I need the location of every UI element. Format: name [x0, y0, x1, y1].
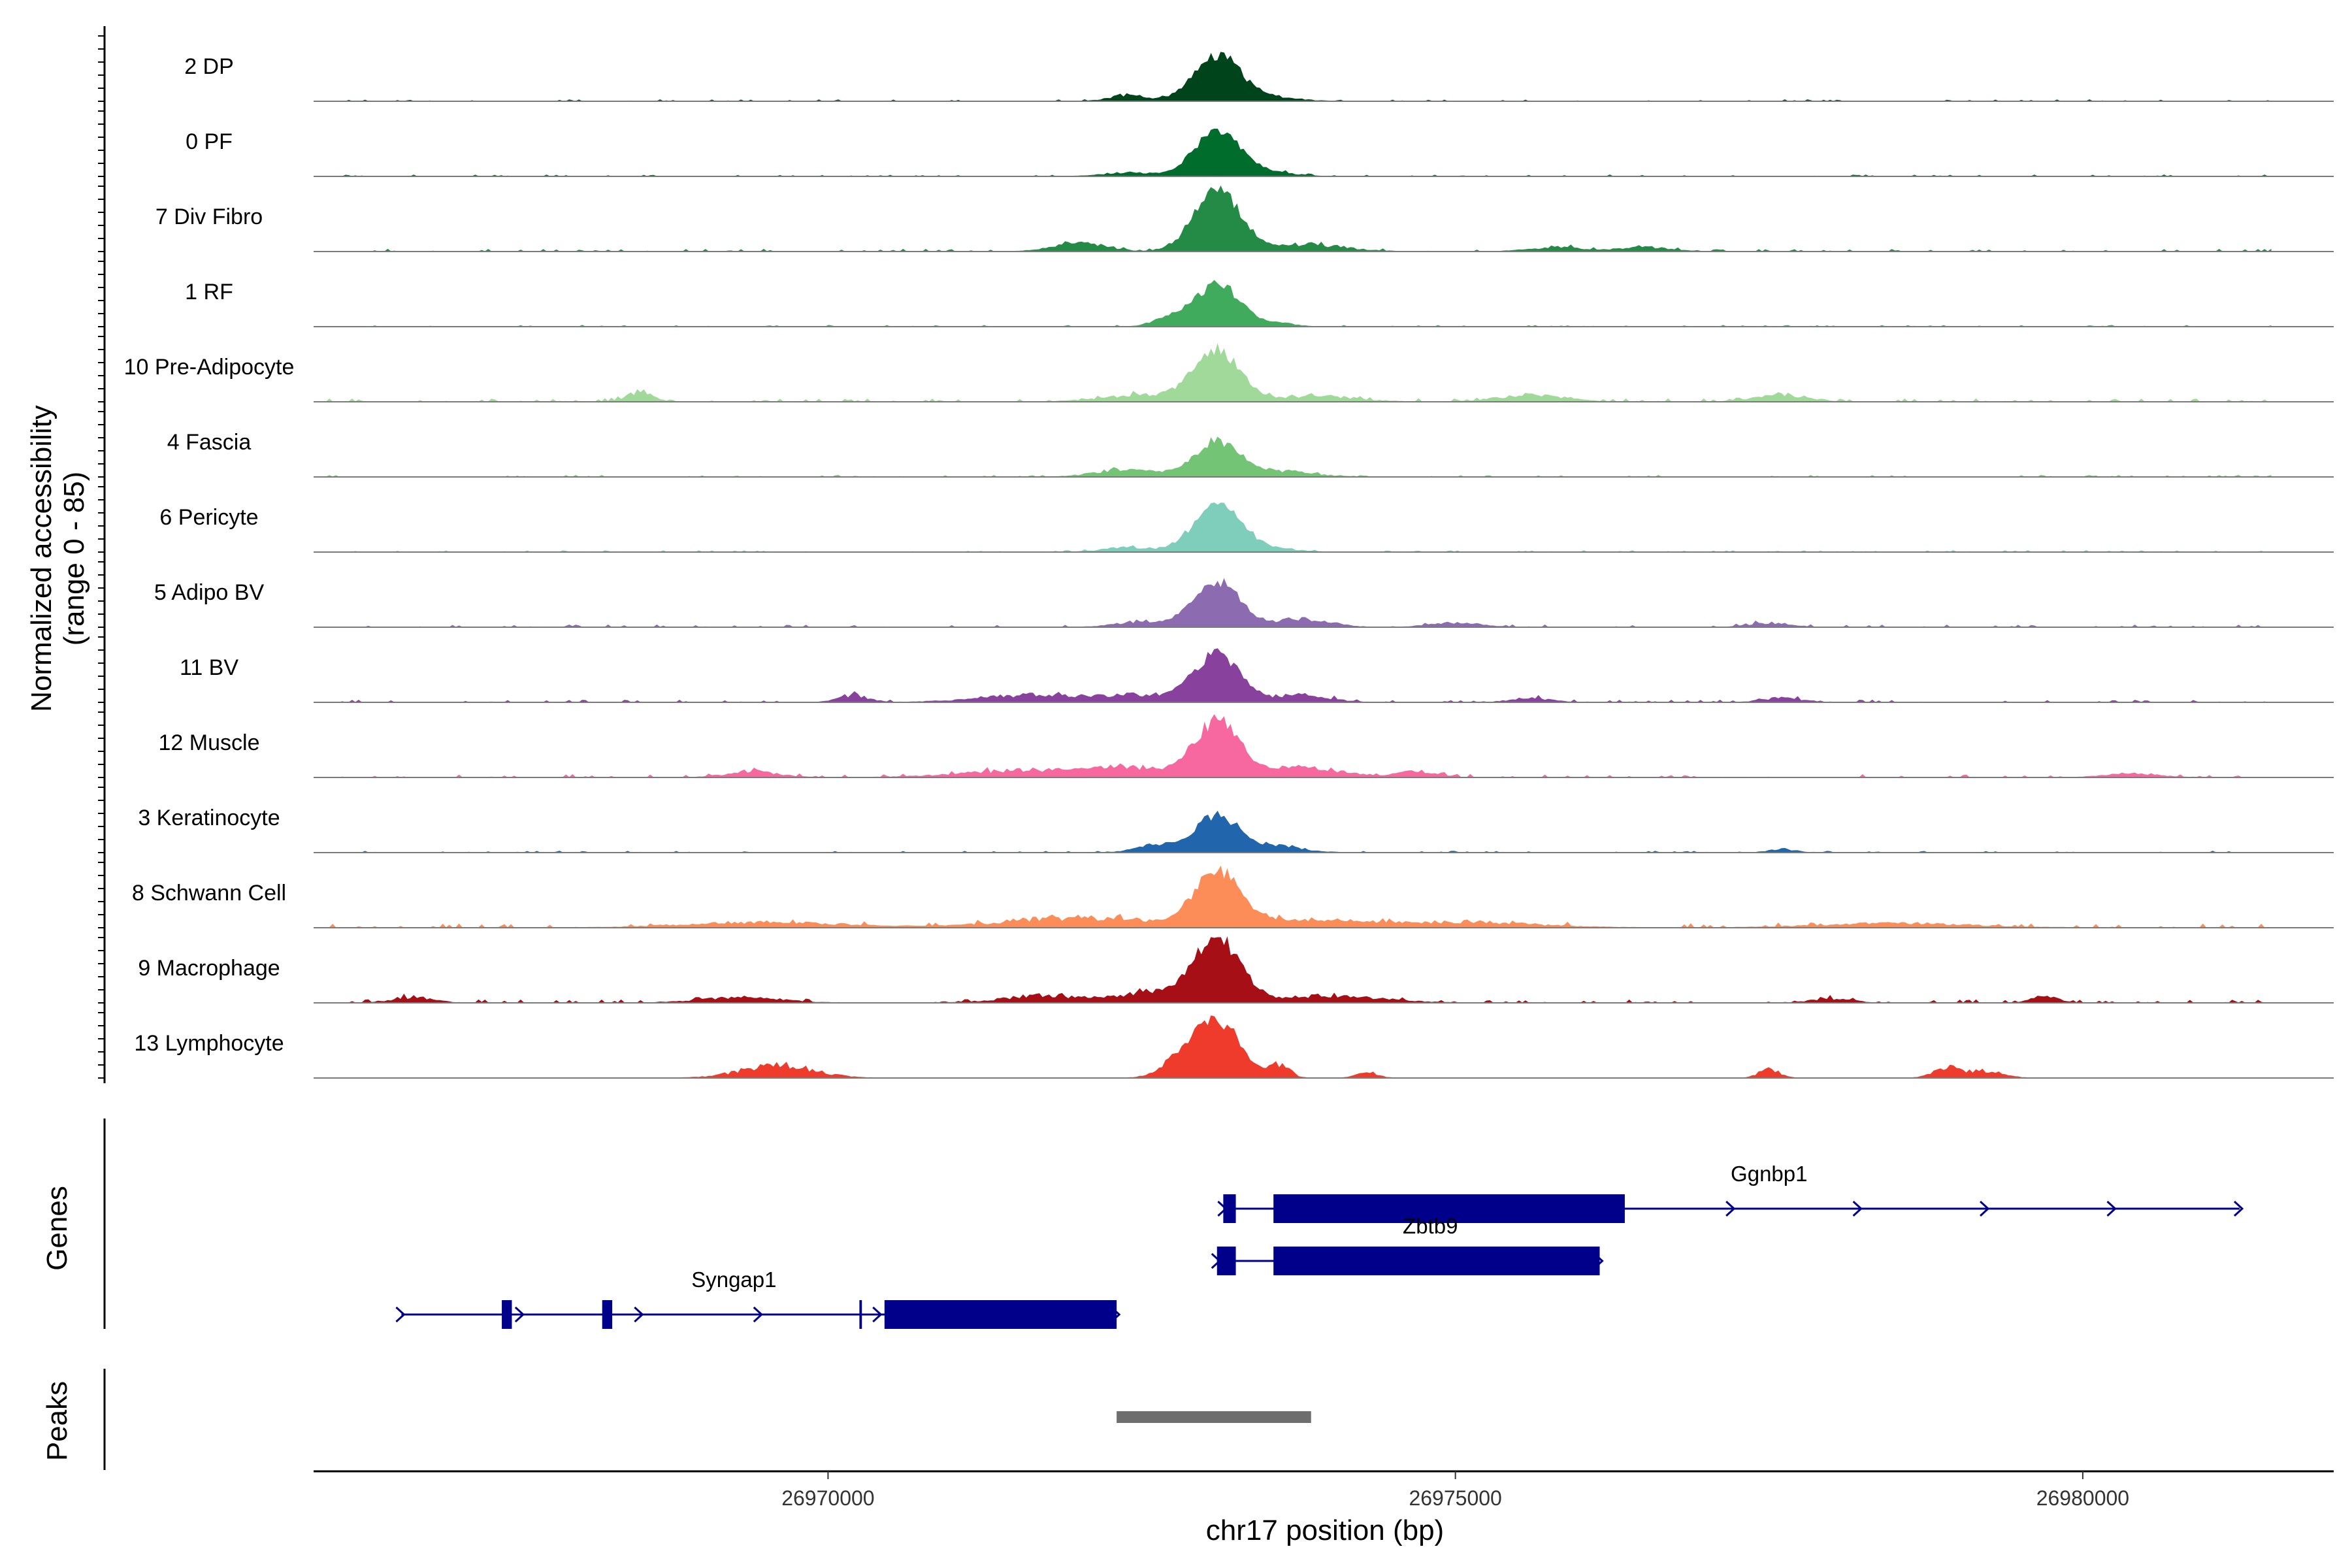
coverage-track: 6 Pericyte: [159, 502, 2334, 553]
coverage-area: [325, 343, 2271, 402]
track-label: 4 Fascia: [167, 430, 252, 455]
coverage-area: [326, 648, 2271, 703]
coverage-track: 13 Lymphocyte: [134, 1015, 2334, 1079]
coverage-area: [326, 1015, 2271, 1079]
track-label: 0 PF: [186, 129, 233, 154]
strand-arrow-icon: [1852, 1200, 1863, 1217]
strand-arrow-icon: [753, 1306, 763, 1323]
coverage-track: 12 Muscle: [159, 714, 2334, 778]
exon-block: [859, 1300, 862, 1329]
coverage-track: 8 Schwann Cell: [132, 865, 2334, 928]
track-label: 13 Lymphocyte: [134, 1031, 284, 1056]
coverage-track: 4 Fascia: [167, 430, 2334, 478]
strand-arrow-icon: [395, 1306, 406, 1323]
coverage-track: 11 BV: [180, 648, 2334, 703]
gene-annotation-track: Ggnbp1 Zbtb9 Syngap1: [103, 1119, 2244, 1329]
coverage-tracks: 2 DP 0 PF 7 Div Fibro 1 RF 10 Pre-Adipocyte 4…: [124, 52, 2334, 1079]
track-label: 2 DP: [184, 54, 234, 79]
track-label: 5 Adipo BV: [154, 580, 265, 605]
y-axis-range-label: (range 0 - 85): [58, 472, 90, 646]
coverage-area: [326, 936, 2271, 1004]
strand-arrow-icon: [1980, 1200, 1990, 1217]
coverage-track: 10 Pre-Adipocyte: [124, 343, 2334, 402]
strand-arrow-icon: [514, 1306, 525, 1323]
coverage-area: [326, 185, 2272, 252]
coverage-area: [325, 436, 2272, 478]
track-label: 11 BV: [180, 655, 238, 680]
coverage-area: [326, 714, 2271, 778]
track-label: 8 Schwann Cell: [132, 881, 286, 906]
track-label: 6 Pericyte: [159, 505, 258, 530]
x-tick-label: 26980000: [2036, 1486, 2129, 1510]
track-label: 3 Keratinocyte: [138, 806, 280, 830]
exon-block: [884, 1300, 1117, 1329]
gene-model: Syngap1: [395, 1267, 1121, 1329]
strand-arrow-icon: [1725, 1200, 1736, 1217]
coverage-track: 9 Macrophage: [138, 936, 2334, 1004]
track-label: 12 Muscle: [159, 730, 260, 755]
x-tick-label: 26970000: [781, 1486, 874, 1510]
gene-label: Syngap1: [691, 1267, 776, 1292]
exon-block: [1217, 1247, 1236, 1275]
exon-block: [1223, 1194, 1236, 1223]
coverage-track: 3 Keratinocyte: [138, 806, 2334, 853]
strand-arrow-icon: [2106, 1200, 2117, 1217]
peak-region: [1117, 1411, 1311, 1423]
x-axis-title: chr17 position (bp): [1206, 1514, 1444, 1546]
x-axis: 26970000 26975000 26980000: [314, 1470, 2334, 1510]
exon-block: [502, 1300, 512, 1329]
strand-arrow-icon: [872, 1306, 883, 1323]
peaks-axis-title: Peaks: [41, 1381, 73, 1461]
gene-label: Ggnbp1: [1731, 1162, 1807, 1186]
genes-axis-title: Genes: [41, 1186, 73, 1271]
exon-block: [602, 1300, 613, 1329]
track-label: 10 Pre-Adipocyte: [124, 355, 295, 380]
coverage-area: [325, 578, 2271, 628]
exon-block: [1273, 1194, 1625, 1223]
gene-model: Zbtb9: [1211, 1214, 1604, 1275]
strand-arrow-icon: [2233, 1200, 2244, 1217]
coverage-area: [326, 52, 2272, 102]
strand-arrow-icon: [634, 1306, 644, 1323]
coverage-area: [326, 280, 2272, 327]
peak-annotation-track: [103, 1369, 1311, 1470]
exon-block: [1273, 1247, 1600, 1275]
gene-label: Zbtb9: [1403, 1214, 1458, 1238]
coverage-track: 2 DP: [184, 52, 2334, 102]
coverage-area: [326, 810, 2271, 853]
coverage-track: 0 PF: [186, 128, 2334, 177]
gene-model: Ggnbp1: [1217, 1162, 2244, 1223]
coverage-area: [326, 128, 2271, 177]
y-axis-title: Normalized accessibility: [25, 405, 57, 711]
coverage-track: 1 RF: [185, 280, 2334, 327]
y-axis: [98, 26, 106, 1083]
coverage-area: [326, 502, 2271, 553]
coverage-track: 7 Div Fibro: [155, 185, 2334, 252]
coverage-area: [326, 865, 2271, 928]
coverage-track: 5 Adipo BV: [154, 578, 2334, 628]
track-label: 1 RF: [185, 280, 233, 304]
track-label: 7 Div Fibro: [155, 204, 263, 229]
x-tick-label: 26975000: [1409, 1486, 1501, 1510]
track-label: 9 Macrophage: [138, 956, 280, 981]
